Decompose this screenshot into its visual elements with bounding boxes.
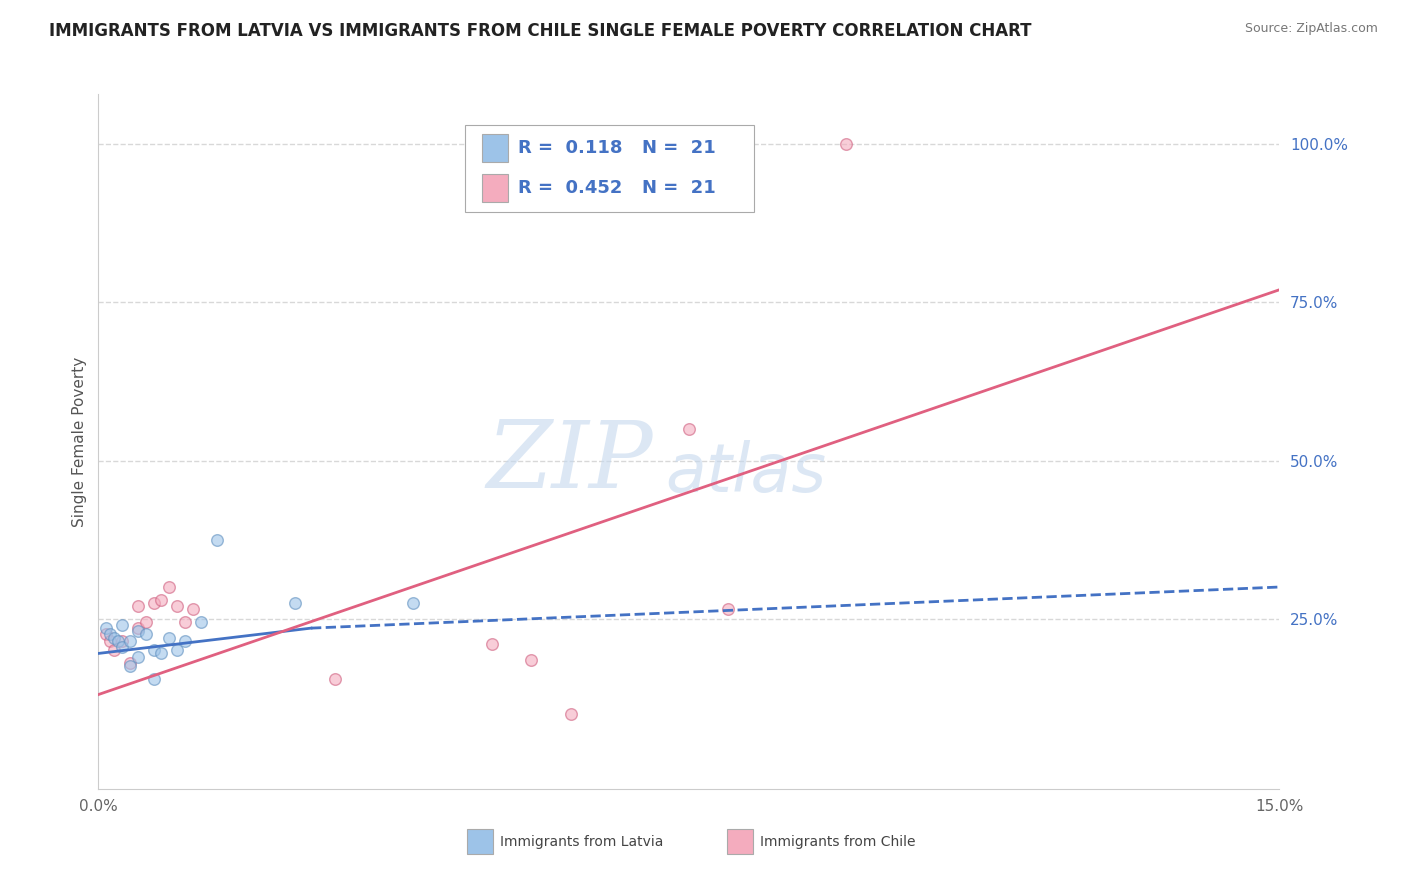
Point: [127, 621, 149, 635]
Point: [174, 615, 197, 629]
Point: [402, 596, 425, 610]
Point: [142, 672, 165, 686]
Bar: [727, 830, 752, 854]
Point: [127, 649, 149, 664]
Point: [111, 640, 134, 654]
Point: [323, 672, 346, 686]
Point: [135, 615, 157, 629]
Point: [520, 653, 543, 667]
Point: [678, 422, 700, 436]
Point: [98, 627, 121, 641]
Text: R =  0.452: R = 0.452: [517, 179, 621, 197]
Text: Immigrants from Chile: Immigrants from Chile: [759, 835, 915, 848]
Point: [157, 580, 180, 594]
Text: atlas: atlas: [665, 440, 827, 506]
Point: [166, 599, 188, 613]
Point: [96, 621, 118, 635]
Bar: [482, 134, 508, 161]
Point: [717, 602, 740, 616]
Point: [181, 602, 204, 616]
FancyBboxPatch shape: [464, 125, 754, 212]
Text: IMMIGRANTS FROM LATVIA VS IMMIGRANTS FROM CHILE SINGLE FEMALE POVERTY CORRELATIO: IMMIGRANTS FROM LATVIA VS IMMIGRANTS FRO…: [49, 22, 1032, 40]
Point: [157, 631, 180, 645]
Text: Source: ZipAtlas.com: Source: ZipAtlas.com: [1244, 22, 1378, 36]
Point: [103, 631, 125, 645]
Point: [98, 633, 121, 648]
Point: [190, 615, 212, 629]
Point: [118, 659, 141, 673]
Y-axis label: Single Female Poverty: Single Female Poverty: [72, 357, 87, 526]
Point: [205, 533, 228, 547]
Bar: [482, 174, 508, 202]
Point: [835, 137, 858, 152]
Point: [166, 643, 188, 657]
Point: [103, 643, 125, 657]
Bar: [467, 830, 494, 854]
Text: Immigrants from Latvia: Immigrants from Latvia: [501, 835, 664, 848]
Point: [174, 633, 197, 648]
Point: [111, 618, 134, 632]
Point: [118, 633, 141, 648]
Point: [560, 706, 582, 721]
Text: N =  21: N = 21: [641, 179, 716, 197]
Point: [127, 599, 149, 613]
Point: [107, 633, 129, 648]
Point: [118, 656, 141, 670]
Point: [96, 627, 118, 641]
Point: [481, 637, 503, 651]
Point: [142, 596, 165, 610]
Point: [150, 592, 173, 607]
Text: ZIP: ZIP: [486, 417, 654, 508]
Point: [135, 627, 157, 641]
Point: [142, 643, 165, 657]
Point: [111, 633, 134, 648]
Text: R =  0.118: R = 0.118: [517, 139, 623, 157]
Point: [127, 624, 149, 639]
Point: [150, 647, 173, 661]
Text: N =  21: N = 21: [641, 139, 716, 157]
Point: [284, 596, 307, 610]
